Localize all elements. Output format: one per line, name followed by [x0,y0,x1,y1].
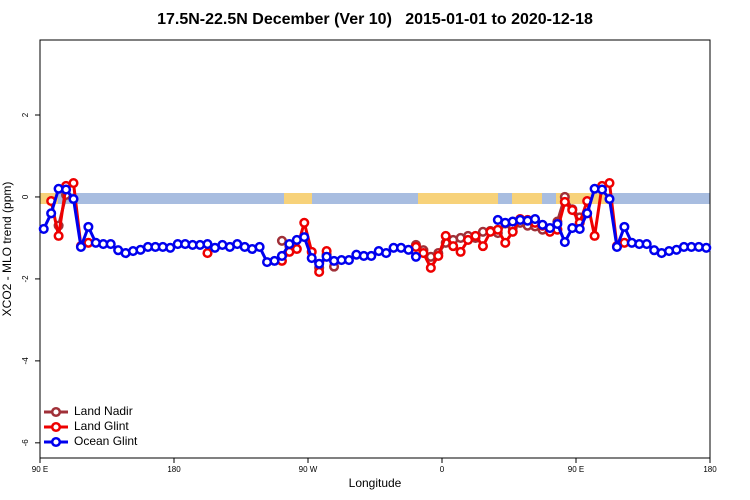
point [53,230,64,241]
x-tick-label: 90 E [32,465,48,474]
point [38,223,49,234]
ocean-strip [40,193,710,204]
point [83,221,94,232]
legend-swatch-marker [50,406,62,418]
point [61,184,72,195]
point [604,177,615,189]
point [477,241,488,252]
point [68,193,79,205]
point [343,255,354,266]
point [321,251,332,262]
legend-swatch-marker [50,436,62,448]
series [38,183,712,269]
y-tick-label: -6 [21,439,30,447]
y-tick-label: -4 [21,357,30,365]
point [314,258,325,269]
point [530,214,541,225]
point [381,248,392,259]
point [433,250,444,262]
x-tick-label: 90 W [299,465,318,474]
x-tick-label: 90 E [568,465,584,474]
point [68,177,79,189]
point [425,262,436,273]
point [202,248,213,259]
legend-label: Ocean Glint [74,434,138,448]
point [306,252,317,264]
y-tick-label: -2 [21,275,30,283]
point [470,230,481,241]
point [559,196,570,207]
point [567,205,578,216]
point [500,237,511,248]
point [299,217,310,228]
legend-label: Land Nadir [74,404,133,418]
land-strip [284,193,312,204]
chart-title: 17.5N-22.5N December (Ver 10) 2015-01-01… [157,11,593,28]
point [299,232,310,243]
point [611,241,622,253]
point [276,250,287,262]
y-axis-label: XCO2 - MLO trend (ppm) [0,182,14,317]
point [597,184,608,195]
point [544,223,555,234]
x-tick-label: 0 [440,465,445,474]
point [46,208,57,219]
point [291,243,302,255]
x-tick-label: 180 [167,465,181,474]
y-tick-label: 2 [21,112,30,117]
point [448,241,459,252]
point [492,224,503,235]
point [105,239,116,250]
point [418,248,429,259]
point [403,244,414,255]
y-tick-label: 0 [21,194,30,199]
point [284,239,295,250]
point [314,266,325,277]
land-strip [418,193,498,204]
point [455,246,466,257]
point [619,221,630,232]
point [574,223,585,234]
land-strip [556,193,608,204]
land-strip [512,193,542,204]
point [552,218,563,230]
x-tick-label: 180 [703,465,717,474]
point [75,241,86,253]
x-axis-label: Longitude [349,476,402,490]
point [440,230,451,241]
point [165,242,176,253]
point [507,226,518,237]
point [604,193,615,205]
point [269,255,280,266]
point [254,241,265,253]
point [701,242,712,253]
legend-swatch-marker [50,421,62,433]
point [463,234,474,246]
point [202,239,213,250]
point [589,230,600,241]
point [410,251,421,262]
point [641,239,652,250]
point [582,208,593,219]
point [366,250,377,262]
point [559,236,570,248]
legend-label: Land Glint [74,419,129,433]
